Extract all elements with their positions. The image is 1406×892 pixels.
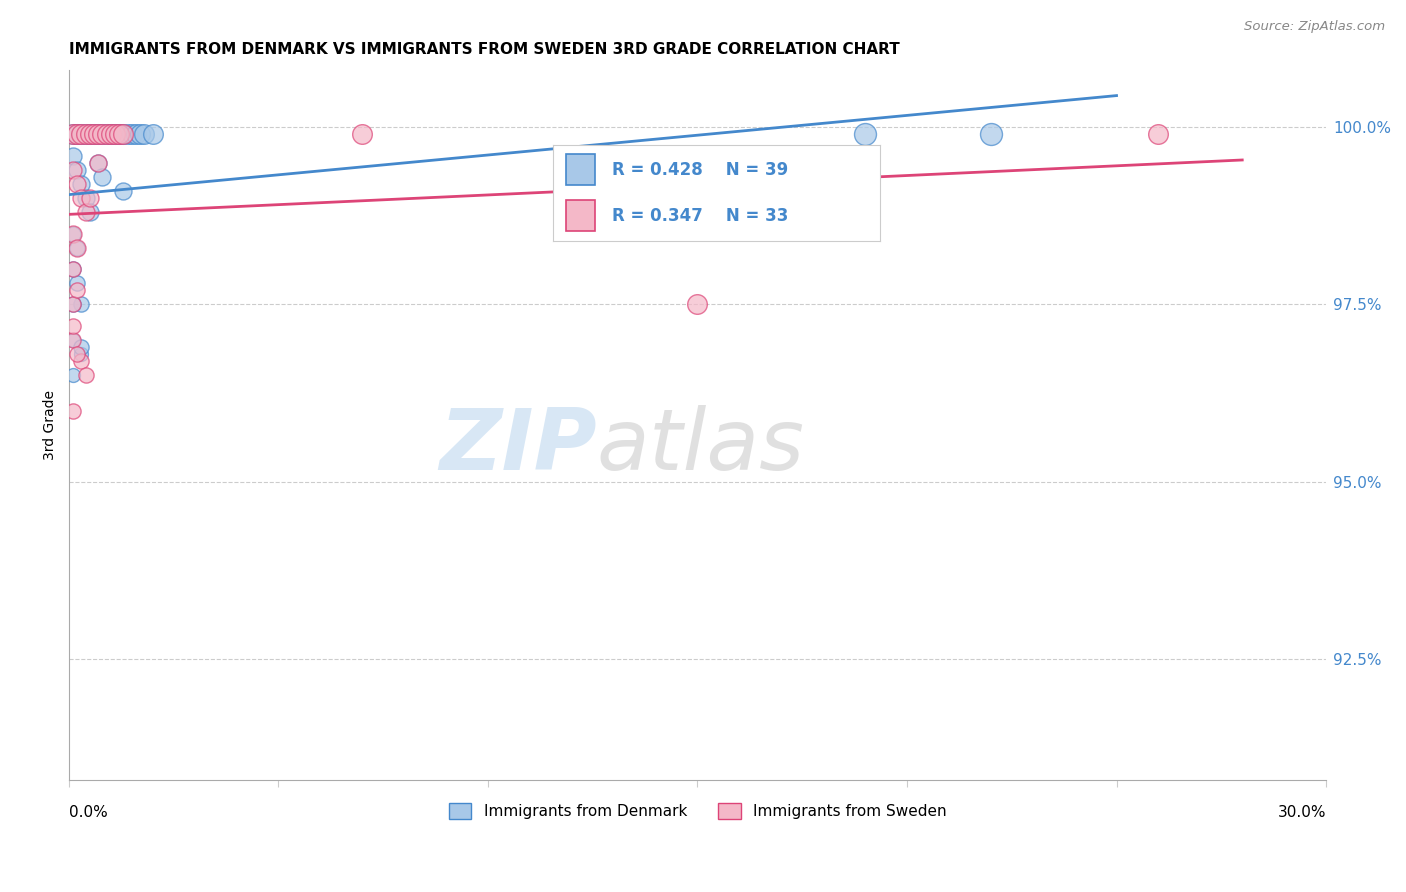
Point	[83, 128, 105, 142]
Text: IMMIGRANTS FROM DENMARK VS IMMIGRANTS FROM SWEDEN 3RD GRADE CORRELATION CHART: IMMIGRANTS FROM DENMARK VS IMMIGRANTS FR…	[69, 42, 900, 57]
Point	[70, 340, 93, 354]
Point	[686, 297, 709, 311]
Y-axis label: 3rd Grade: 3rd Grade	[44, 390, 58, 460]
Point	[104, 128, 127, 142]
Point	[62, 162, 84, 177]
Point	[66, 177, 89, 191]
Point	[117, 128, 139, 142]
Text: ZIP: ZIP	[439, 405, 598, 488]
Point	[66, 241, 89, 255]
Point	[75, 368, 97, 383]
Point	[66, 347, 89, 361]
Point	[83, 128, 105, 142]
Point	[75, 205, 97, 219]
Point	[121, 128, 143, 142]
Point	[62, 333, 84, 347]
Point	[108, 128, 131, 142]
Point	[62, 128, 84, 142]
Point	[129, 128, 152, 142]
Point	[62, 368, 84, 383]
Point	[70, 177, 93, 191]
Point	[66, 128, 89, 142]
Point	[100, 128, 122, 142]
Point	[134, 128, 156, 142]
Point	[352, 128, 374, 142]
Point	[96, 128, 118, 142]
Point	[87, 128, 110, 142]
Text: 30.0%: 30.0%	[1278, 805, 1326, 820]
Point	[75, 128, 97, 142]
Point	[70, 354, 93, 368]
Point	[1147, 128, 1170, 142]
Point	[87, 155, 110, 169]
Point	[79, 191, 101, 205]
Point	[853, 128, 876, 142]
Point	[96, 128, 118, 142]
Point	[62, 148, 84, 162]
Point	[142, 128, 165, 142]
Point	[62, 404, 84, 418]
Point	[62, 333, 84, 347]
Point	[66, 276, 89, 290]
Point	[79, 128, 101, 142]
Point	[62, 128, 84, 142]
Point	[62, 318, 84, 333]
Point	[91, 128, 114, 142]
Point	[62, 227, 84, 241]
Point	[112, 184, 135, 198]
Legend: Immigrants from Denmark, Immigrants from Sweden: Immigrants from Denmark, Immigrants from…	[443, 797, 952, 825]
Point	[108, 128, 131, 142]
Point	[125, 128, 148, 142]
Point	[112, 128, 135, 142]
Point	[112, 128, 135, 142]
Point	[79, 128, 101, 142]
Point	[66, 241, 89, 255]
Point	[70, 128, 93, 142]
Point	[87, 128, 110, 142]
Point	[62, 297, 84, 311]
Point	[79, 205, 101, 219]
Point	[62, 297, 84, 311]
Point	[87, 155, 110, 169]
Point	[62, 262, 84, 277]
Point	[100, 128, 122, 142]
Point	[980, 128, 1002, 142]
Point	[91, 128, 114, 142]
Point	[70, 347, 93, 361]
Point	[62, 262, 84, 277]
Text: Source: ZipAtlas.com: Source: ZipAtlas.com	[1244, 20, 1385, 33]
Point	[66, 283, 89, 297]
Text: atlas: atlas	[598, 405, 804, 488]
Point	[70, 191, 93, 205]
Point	[70, 297, 93, 311]
Point	[104, 128, 127, 142]
Point	[70, 128, 93, 142]
Point	[62, 227, 84, 241]
Point	[75, 191, 97, 205]
Point	[75, 128, 97, 142]
Point	[66, 162, 89, 177]
Point	[91, 169, 114, 184]
Point	[66, 128, 89, 142]
Text: 0.0%: 0.0%	[69, 805, 108, 820]
